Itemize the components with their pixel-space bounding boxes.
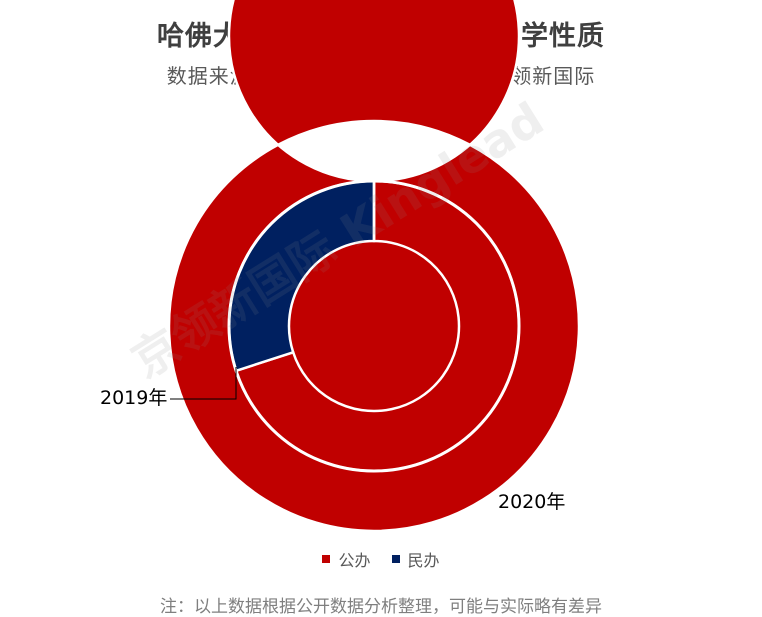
series-label-2019: 2019年 (100, 387, 167, 409)
legend-item-private: 民办 (391, 547, 440, 571)
legend-swatch-public (322, 555, 331, 563)
legend-swatch-private (391, 555, 400, 563)
legend-label-private: 民办 (407, 551, 440, 570)
footnote: 注：以上数据根据公开数据分析整理，可能与实际略有差异 (160, 597, 602, 617)
legend-label-public: 公办 (338, 551, 371, 570)
series-label-2019-leader (170, 367, 237, 400)
chart-legend: 公办 民办 (0, 547, 762, 571)
series-label-2020: 2020年 (498, 491, 565, 513)
ring-separator (227, 179, 521, 473)
legend-item-public: 公办 (322, 547, 370, 571)
